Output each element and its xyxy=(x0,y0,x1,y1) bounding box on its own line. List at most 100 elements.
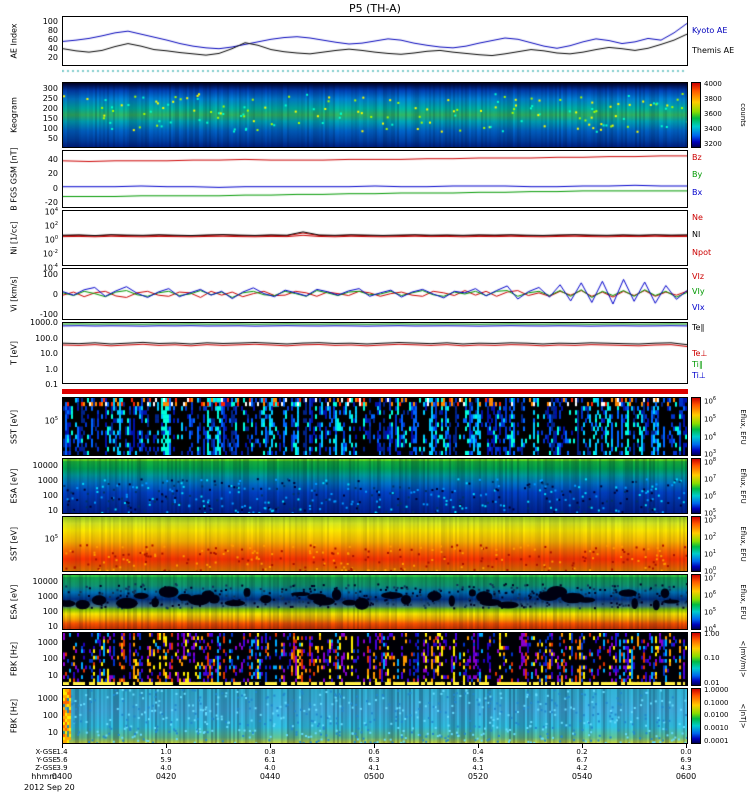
canvas-esa_e xyxy=(63,459,687,513)
axis-value: 0400 xyxy=(51,772,73,781)
axis-value: 3.9 xyxy=(56,764,68,772)
axis-value: 0440 xyxy=(259,772,281,781)
axis-value: 1.4 xyxy=(56,748,68,756)
ytick-ni: 102 xyxy=(44,221,58,231)
legend-vi: VIx xyxy=(692,303,705,312)
axis-value: 6.5 xyxy=(472,756,484,764)
legend-ae: Themis AE xyxy=(692,46,735,55)
canvas-sst_e xyxy=(63,398,687,455)
axis-value: 5.6 xyxy=(56,756,68,764)
plot-title: P5 (TH-A) xyxy=(349,2,401,15)
panel-sep xyxy=(62,389,688,394)
colorbar-tick-fbk_e: 0.01 xyxy=(704,678,720,687)
axis-value: 4.3 xyxy=(680,764,692,772)
axis-value: 5.9 xyxy=(160,756,172,764)
axis-value: 4.1 xyxy=(368,764,380,772)
axis-value: 0520 xyxy=(467,772,489,781)
x-tickmark xyxy=(62,744,63,748)
colorbar-tick-sst_i: 102 xyxy=(704,531,717,542)
colorbar-tick-fbk_b: 0.0100 xyxy=(704,711,729,720)
ytick-esa_i: 10 xyxy=(47,621,58,631)
ytick-ni: 100 xyxy=(44,235,58,245)
canvas-ni xyxy=(63,211,687,265)
colorbar-tick-fbk_b: 0.0010 xyxy=(704,723,729,732)
colorbar-tick-fbk_b: 0.1000 xyxy=(704,698,729,707)
ytick-temp: 10.0 xyxy=(40,349,58,358)
colorbar-tick-esa_i: 106 xyxy=(704,589,717,600)
ytick-ae: 40 xyxy=(47,44,58,54)
colorbar-tick-keogram: 4000 xyxy=(704,80,722,89)
ytick-temp: 1.0 xyxy=(45,364,58,374)
panel-vi xyxy=(62,268,688,320)
ytick-ae: 60 xyxy=(47,35,58,45)
ytick-esa_e: 1000 xyxy=(37,475,58,485)
x-tickmark xyxy=(166,744,167,748)
ytick-sst_i: 105 xyxy=(44,534,58,544)
colorbar-tick-fbk_e: 1.00 xyxy=(704,630,720,639)
axis-value: 4.1 xyxy=(472,764,484,772)
panel-bfgs xyxy=(62,150,688,208)
ytick-fbk_e: 10 xyxy=(47,670,58,680)
colorbar-title-fbk_b: <|nT|> xyxy=(739,703,747,729)
ytick-fbk_e: 100 xyxy=(42,654,58,664)
x-tickmark xyxy=(374,744,375,748)
axis-value: 0.0 xyxy=(680,748,692,756)
colorbar-fbk_b xyxy=(691,688,701,744)
colorbar-sst_e xyxy=(691,397,701,456)
ytick-sst_e: 105 xyxy=(44,416,58,427)
colorbar-title-sst_e: Eflux, EFU xyxy=(739,408,747,445)
colorbar-tick-fbk_b: 0.0001 xyxy=(704,736,729,745)
axis-value: 0.2 xyxy=(576,748,588,756)
canvas-sst_i xyxy=(63,517,687,571)
ytick-esa_e: 10 xyxy=(47,505,58,515)
ytick-temp: 100.0 xyxy=(35,333,58,343)
legend-ae: Kyoto AE xyxy=(692,26,728,35)
panel-fbk_b xyxy=(62,688,688,744)
ytick-keogram: 100 xyxy=(42,124,58,134)
axis-value: 6.7 xyxy=(576,756,588,764)
canvas-temp xyxy=(63,323,687,383)
ytick-esa_i: 100 xyxy=(42,606,58,616)
colorbar-title-esa_e: Eflux, EFU xyxy=(739,468,747,504)
legend-ni: Npot xyxy=(692,248,712,257)
colorbar-tick-esa_e: 107 xyxy=(704,473,717,484)
axis-value: 0540 xyxy=(571,772,593,781)
ytick-ni: 10-2 xyxy=(42,249,58,259)
colorbar-title-fbk_e: <|mV/m|> xyxy=(739,640,747,678)
canvas-fbk_b xyxy=(63,689,687,743)
canvas-bfgs xyxy=(63,151,687,207)
ytick-vi: -100 xyxy=(39,310,58,319)
colorbar-esa_i xyxy=(691,574,701,630)
panel-keogram xyxy=(62,82,688,148)
legend-bfgs: By xyxy=(692,170,703,180)
ytick-bfgs: 20 xyxy=(47,169,58,179)
ytick-esa_i: 10000 xyxy=(32,577,58,587)
axis-row-label-Z-GSE: Z-GSE xyxy=(35,764,57,772)
panel-temp xyxy=(62,322,688,384)
ytick-ae: 80 xyxy=(47,26,58,36)
ytick-keogram: 300 xyxy=(42,83,58,93)
axis-row-label-hhmm: hhmm xyxy=(31,772,57,781)
colorbar-tick-keogram: 3200 xyxy=(704,139,722,148)
colorbar-tick-sst_i: 100 xyxy=(704,565,717,575)
colorbar-tick-sst_i: 103 xyxy=(704,515,717,525)
axis-value: 0420 xyxy=(155,772,177,781)
ytick-keogram: 150 xyxy=(42,114,58,124)
colorbar-keogram xyxy=(691,82,701,148)
panel-ni xyxy=(62,210,688,266)
axis-value: 0500 xyxy=(363,772,385,781)
legend-temp: Ti∥ xyxy=(692,360,703,370)
ytick-fbk_b: 1000 xyxy=(37,694,58,704)
colorbar-fbk_e xyxy=(691,632,701,686)
colorbar-title-esa_i: Eflux, EFU xyxy=(739,584,747,620)
colorbar-tick-sst_e: 104 xyxy=(704,431,717,441)
panel-fbk_e xyxy=(62,632,688,686)
canvas-esa_i xyxy=(63,575,687,629)
ytick-bfgs: 0 xyxy=(52,183,58,193)
colorbar-tick-sst_e: 106 xyxy=(704,396,717,406)
ytick-fbk_b: 10 xyxy=(47,728,58,738)
axis-value: 6.3 xyxy=(368,756,380,764)
colorbar-tick-fbk_e: 0.10 xyxy=(704,654,720,663)
ytick-vi: 0 xyxy=(52,290,58,299)
ytick-ni: 104 xyxy=(44,207,58,217)
